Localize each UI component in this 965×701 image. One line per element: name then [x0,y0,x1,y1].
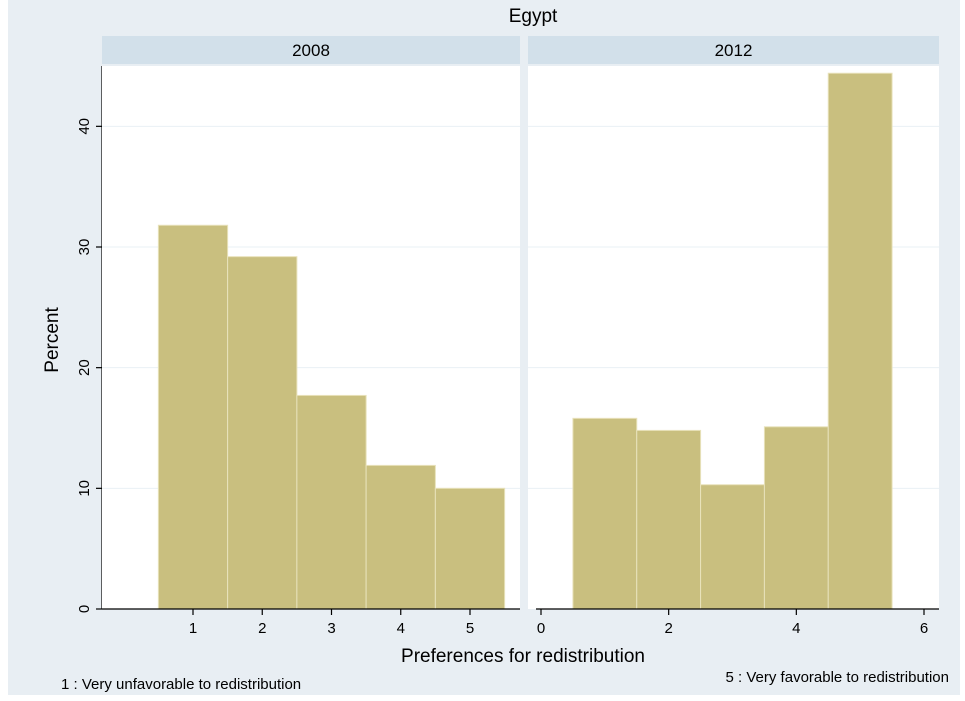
y-tick-label: 30 [76,239,93,256]
bar [572,417,638,610]
note-left: 1 : Very unfavorable to redistribution [61,676,301,693]
y-tick-label: 10 [76,480,93,497]
x-tick-label: 1 [189,620,197,637]
x-tick-label: 4 [397,620,405,637]
note-right: 5 : Very favorable to redistribution [726,669,949,686]
bar [227,256,298,610]
x-tick-label: 5 [466,620,474,637]
x-tick-label: 2 [664,620,672,637]
bar [434,487,506,610]
bar [827,72,893,610]
panel-strip [528,36,939,64]
panel-strip [102,36,520,64]
y-axis: 0 10 20 30 40 Percent [42,66,103,613]
panel-strip-label: 2012 [715,41,753,60]
chart-title: Egypt [509,6,558,27]
y-tick-label: 20 [76,359,93,376]
bar [365,464,436,610]
x-axis-label: Preferences for redistribution [401,646,645,667]
bar [636,429,702,610]
x-tick-label: 6 [920,620,928,637]
bar [157,224,229,610]
x-tick-label: 4 [792,620,800,637]
bar [700,484,765,610]
x-tick-label: 3 [327,620,335,637]
bar [763,426,829,610]
panel-2012: 2012 0 2 4 6 [528,36,939,637]
x-tick-label: 0 [537,620,545,637]
panel-2008: 2008 1 2 3 4 5 [102,36,520,637]
y-tick-label: 40 [76,118,93,135]
y-axis-label: Percent [42,307,63,373]
panel-strip-label: 2008 [292,41,330,60]
x-tick-label: 2 [258,620,266,637]
figure-background: Egypt 0 10 20 30 40 Percent 2008 1 2 3 4 5 2012 0 2 4… [8,0,960,695]
bar [296,394,367,610]
y-tick-label: 0 [76,605,93,613]
histogram-chart: Egypt 0 10 20 30 40 Percent 2008 1 2 3 4 5 2012 0 2 4… [42,6,949,693]
